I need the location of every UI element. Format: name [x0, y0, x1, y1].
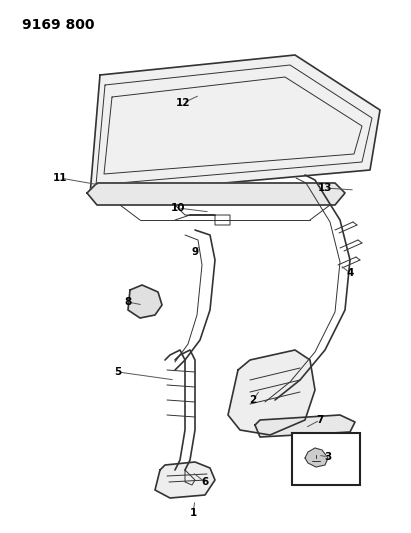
Polygon shape: [128, 285, 162, 318]
Text: 7: 7: [316, 415, 324, 425]
Text: 5: 5: [114, 367, 122, 377]
Text: 2: 2: [249, 395, 256, 405]
Text: 6: 6: [201, 477, 209, 487]
Text: 12: 12: [176, 98, 190, 108]
Text: 9: 9: [192, 247, 199, 257]
Text: 1: 1: [189, 508, 196, 518]
Text: 9169 800: 9169 800: [22, 18, 95, 32]
Polygon shape: [228, 350, 315, 435]
Text: 8: 8: [125, 297, 132, 307]
Polygon shape: [90, 55, 380, 195]
Text: 3: 3: [324, 452, 332, 462]
Bar: [292, 433, 360, 485]
Text: 13: 13: [318, 183, 332, 193]
Polygon shape: [305, 448, 328, 467]
Polygon shape: [155, 462, 215, 498]
Polygon shape: [87, 183, 345, 205]
Text: 4: 4: [346, 268, 354, 278]
Polygon shape: [255, 415, 355, 437]
Text: 11: 11: [53, 173, 67, 183]
Text: 10: 10: [171, 203, 185, 213]
